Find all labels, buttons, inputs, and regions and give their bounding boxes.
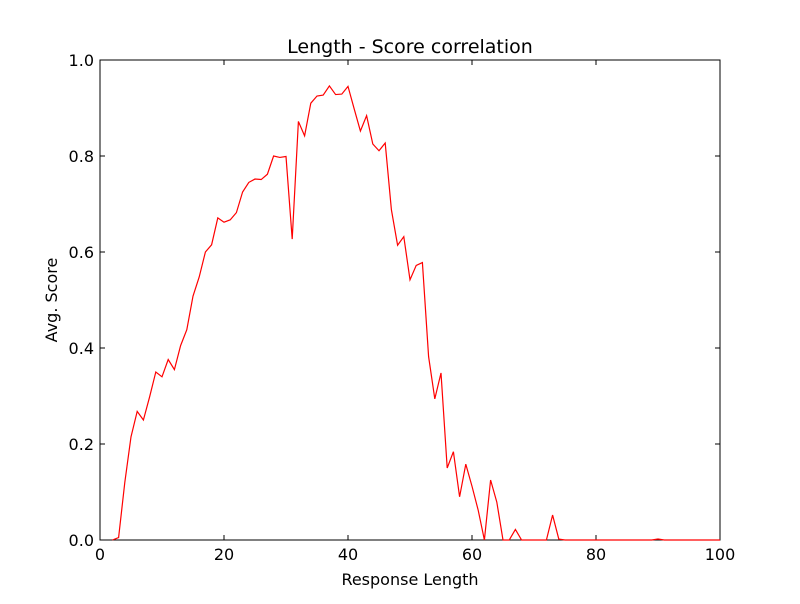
y-tick-label: 0.8 [69,147,94,166]
x-tick-label: 40 [338,545,358,564]
y-axis-label: Avg. Score [42,258,61,343]
y-tick-label: 0.6 [69,243,94,262]
y-tick-label: 1.0 [69,51,94,70]
x-axis-label: Response Length [341,570,478,589]
y-tick-label: 0.4 [69,339,94,358]
y-axis: 0.0 0.2 0.4 0.6 0.8 1.0 [69,51,720,550]
x-tick-label: 100 [705,545,736,564]
series-layer [112,84,720,541]
plot-area [99,59,721,541]
x-axis: 0 20 40 60 80 100 [95,60,735,564]
y-tick-label: 0.0 [69,531,94,550]
chart-title: Length - Score correlation [287,36,533,58]
x-tick-label: 20 [214,545,234,564]
y-tick-label: 0.2 [69,435,94,454]
x-tick-label: 60 [462,545,482,564]
x-tick-label: 80 [586,545,606,564]
series-line-0 [112,84,720,541]
x-tick-label: 0 [95,545,105,564]
